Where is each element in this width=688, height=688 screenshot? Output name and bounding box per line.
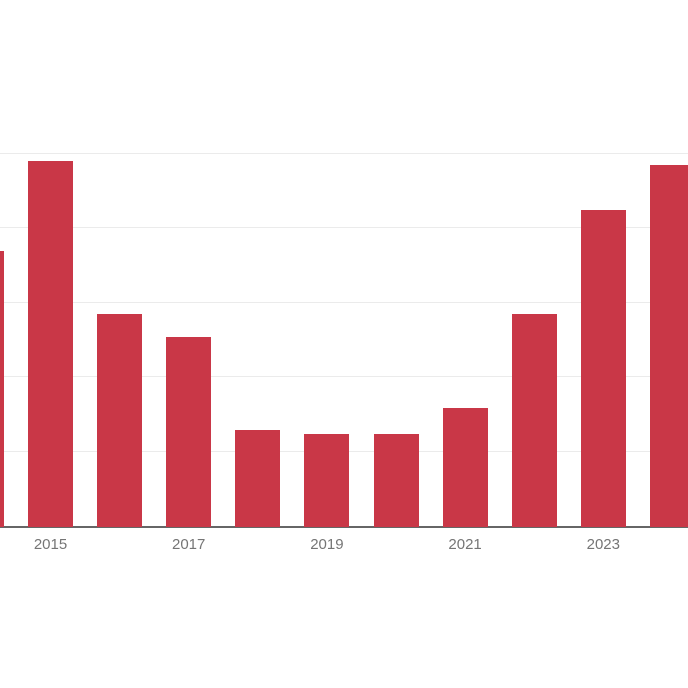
bar-2020[interactable] bbox=[373, 433, 419, 527]
bar-2014[interactable] bbox=[0, 250, 4, 527]
x-tick-label-2023: 2023 bbox=[586, 536, 620, 553]
gridline bbox=[0, 152, 688, 154]
x-tick-label-2017: 2017 bbox=[172, 536, 206, 553]
bar-2022[interactable] bbox=[511, 314, 557, 527]
x-tick-label-2021: 2021 bbox=[448, 536, 482, 553]
gridline bbox=[0, 227, 688, 229]
bar-2017[interactable] bbox=[166, 336, 212, 527]
bar-2016[interactable] bbox=[97, 314, 143, 527]
bar-2021[interactable] bbox=[442, 407, 488, 527]
bar-2015[interactable] bbox=[28, 161, 73, 527]
bar-2019[interactable] bbox=[304, 433, 350, 527]
x-tick-label-2015: 2015 bbox=[33, 536, 68, 553]
gridline bbox=[0, 301, 688, 303]
x-tick-label-2019: 2019 bbox=[310, 536, 344, 553]
bar-2023[interactable] bbox=[580, 209, 626, 527]
bar-2024[interactable] bbox=[649, 165, 688, 527]
bar-2018[interactable] bbox=[235, 430, 281, 527]
gridline bbox=[0, 376, 688, 378]
